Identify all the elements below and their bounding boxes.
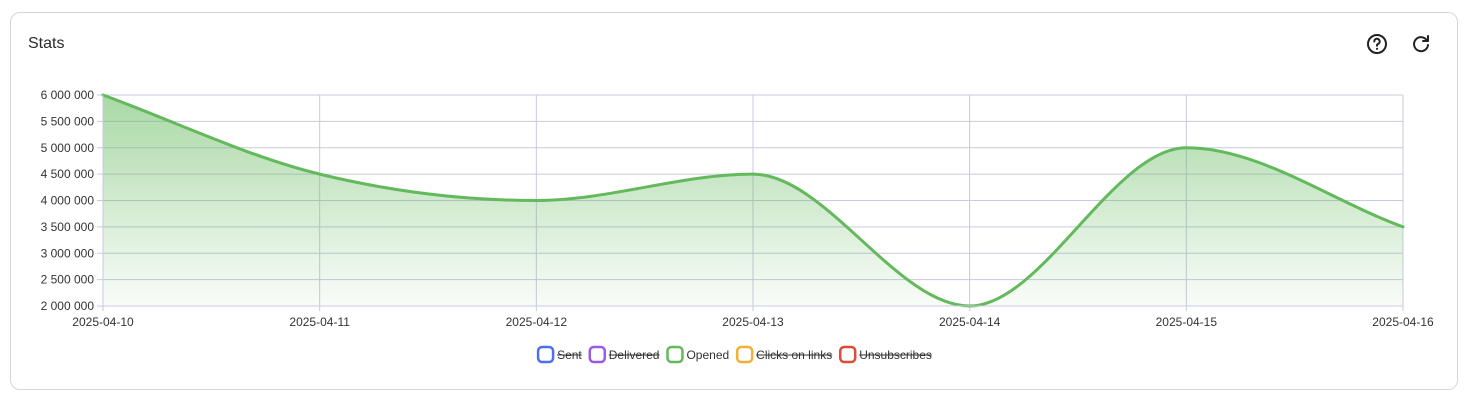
refresh-icon[interactable] [1409, 32, 1433, 56]
y-tick-label: 6 000 000 [41, 88, 95, 102]
y-tick-label: 3 000 000 [41, 246, 95, 260]
x-tick-label: 2025-04-10 [72, 315, 134, 329]
opened-data-point [1184, 146, 1188, 150]
x-tick-label: 2025-04-13 [722, 315, 784, 329]
help-circle-icon[interactable] [1365, 32, 1389, 56]
opened-series-area [103, 95, 1403, 306]
y-tick-label: 2 500 000 [41, 273, 95, 287]
opened-data-point [751, 172, 755, 176]
x-tick-label: 2025-04-11 [289, 315, 350, 329]
card-title: Stats [28, 35, 65, 52]
y-tick-label: 5 500 000 [41, 114, 95, 128]
opened-data-point [318, 172, 322, 176]
opened-data-point [1401, 225, 1405, 229]
y-tick-label: 4 500 000 [41, 167, 95, 181]
x-tick-label: 2025-04-15 [1156, 315, 1218, 329]
legend-swatch-sent[interactable] [536, 345, 555, 364]
legend-swatch-unsubscribes[interactable] [838, 345, 857, 364]
legend-label-opened[interactable]: Opened [686, 348, 729, 362]
y-tick-label: 3 500 000 [41, 220, 95, 234]
x-tick-label: 2025-04-12 [506, 315, 568, 329]
legend-swatch-clicks-on-links[interactable] [735, 345, 754, 364]
legend-swatch-delivered[interactable] [588, 345, 607, 364]
y-tick-label: 4 000 000 [41, 194, 95, 208]
y-tick-label: 5 000 000 [41, 141, 95, 155]
x-tick-label: 2025-04-14 [939, 315, 1001, 329]
legend-swatch-opened[interactable] [666, 345, 684, 364]
y-tick-label: 2 000 000 [41, 299, 95, 313]
x-tick-label: 2025-04-16 [1372, 315, 1434, 329]
opened-data-point [534, 199, 538, 202]
